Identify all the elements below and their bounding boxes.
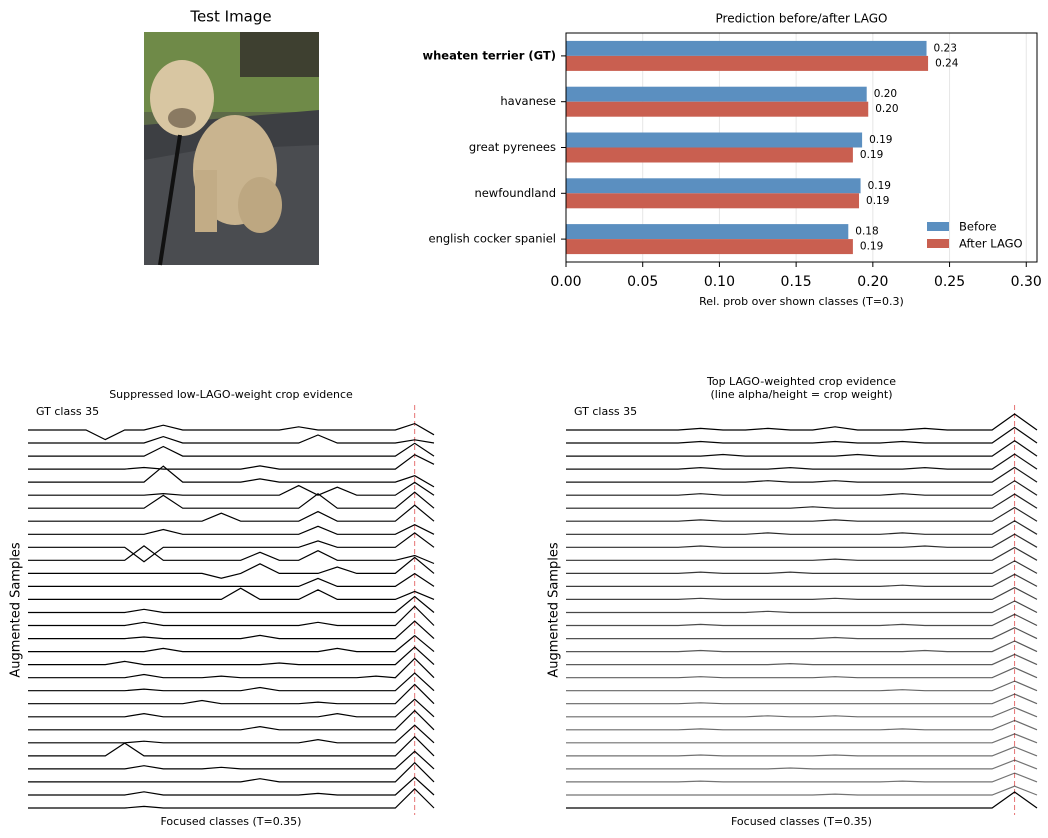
ridge-line: [28, 443, 434, 456]
panel-title: (line alpha/height = crop weight): [710, 388, 892, 401]
ridge-line: [28, 525, 434, 535]
bar: [566, 193, 859, 208]
ridge-line: [566, 494, 1037, 508]
ridge-line: [566, 708, 1037, 717]
ridge-line: [28, 455, 434, 469]
bar: [566, 56, 928, 71]
ridge-line: [566, 548, 1037, 561]
x-axis-label: Focused classes (T=0.35): [731, 815, 872, 828]
value-label: 0.19: [869, 134, 892, 146]
category-label: great pyrenees: [469, 140, 556, 154]
gt-annotation: GT class 35: [36, 405, 99, 418]
ridge-line: [28, 533, 434, 562]
page: Test Image Prediction before/after LAGO 0…: [0, 0, 1048, 834]
ridge-line: [28, 737, 434, 756]
value-label: 0.19: [866, 195, 889, 207]
value-label: 0.19: [868, 180, 891, 192]
ridge-line: [566, 641, 1037, 652]
x-tick-label: 0.20: [857, 274, 888, 290]
legend-swatch: [927, 222, 949, 231]
ridge-line: [566, 760, 1037, 769]
figure: Test Image Prediction before/after LAGO 0…: [0, 0, 1048, 834]
x-tick-label: 0.15: [781, 274, 812, 290]
bar: [566, 178, 861, 193]
category-label: english cocker spaniel: [429, 232, 556, 246]
ridge-line: [28, 482, 434, 495]
legend-label: Before: [959, 220, 997, 234]
ridge-line: [28, 725, 434, 743]
value-label: 0.23: [934, 42, 957, 54]
ridge-line: [566, 747, 1037, 756]
bar: [566, 224, 848, 239]
ridge-line: [566, 786, 1037, 795]
legend-swatch: [927, 239, 949, 248]
value-label: 0.18: [855, 226, 878, 238]
ridge-line: [28, 711, 434, 730]
x-tick-label: 0.30: [1011, 274, 1042, 290]
category-label: havanese: [500, 94, 556, 108]
value-label: 0.19: [860, 149, 883, 161]
panel-title: Top LAGO-weighted crop evidence: [706, 375, 896, 388]
ridge-line: [566, 681, 1037, 691]
ridge-line: [566, 574, 1037, 586]
bar: [566, 102, 868, 117]
ridge-line: [566, 668, 1037, 678]
ridge-line: [566, 694, 1037, 704]
ridge-line: [566, 588, 1037, 600]
ridge-line: [28, 424, 434, 440]
bar: [566, 133, 862, 148]
value-label: 0.19: [860, 241, 883, 253]
bar: [566, 41, 927, 56]
ridge-line: [566, 481, 1037, 495]
ridge-line: [28, 763, 434, 782]
y-axis-label: Augmented Samples: [547, 542, 562, 678]
ridge-line: [28, 435, 434, 443]
bar: [566, 239, 853, 254]
ridge-line: [28, 777, 434, 795]
ridge-line: [566, 508, 1037, 522]
ridge-line: [566, 654, 1037, 664]
ridge-line: [566, 614, 1037, 625]
y-axis-label: Augmented Samples: [9, 542, 24, 678]
value-label: 0.20: [875, 103, 898, 115]
value-label: 0.20: [874, 88, 897, 100]
ridge-line: [566, 721, 1037, 730]
bar: [566, 148, 853, 163]
ridge-line: [566, 534, 1037, 547]
ridge-line: [28, 606, 434, 625]
ridge-line: [28, 751, 434, 769]
image-title: Test Image: [189, 8, 271, 26]
ridge-line: [28, 621, 434, 639]
ridge-line: [28, 685, 434, 704]
x-tick-label: 0.00: [550, 274, 581, 290]
value-label: 0.24: [935, 57, 959, 69]
chart-title: Prediction before/after LAGO: [716, 12, 888, 26]
category-label: newfoundland: [474, 186, 556, 200]
ridge-line: [566, 773, 1037, 782]
ridge-line: [28, 647, 434, 665]
ridge-line: [28, 546, 434, 564]
ridge-line: [28, 789, 434, 808]
ridge-line: [566, 734, 1037, 743]
x-tick-label: 0.05: [627, 274, 658, 290]
ridge-line: [566, 601, 1037, 613]
x-tick-label: 0.10: [704, 274, 735, 290]
test-image: [144, 32, 319, 265]
ridge-line: [28, 588, 434, 599]
bar: [566, 87, 867, 102]
ridge-line: [566, 628, 1037, 639]
ridge-line: [566, 561, 1037, 574]
x-tick-label: 0.25: [934, 274, 965, 290]
ridge-line: [28, 699, 434, 717]
x-axis-label: Focused classes (T=0.35): [161, 815, 302, 828]
gt-annotation: GT class 35: [574, 405, 637, 418]
category-label: wheaten terrier (GT): [422, 48, 556, 62]
legend-label: After LAGO: [959, 237, 1023, 251]
x-axis-label: Rel. prob over shown classes (T=0.3): [699, 295, 904, 308]
ridge-line: [566, 521, 1037, 535]
panel-title: Suppressed low-LAGO-weight crop evidence: [109, 388, 353, 401]
ridge-line: [28, 659, 434, 678]
